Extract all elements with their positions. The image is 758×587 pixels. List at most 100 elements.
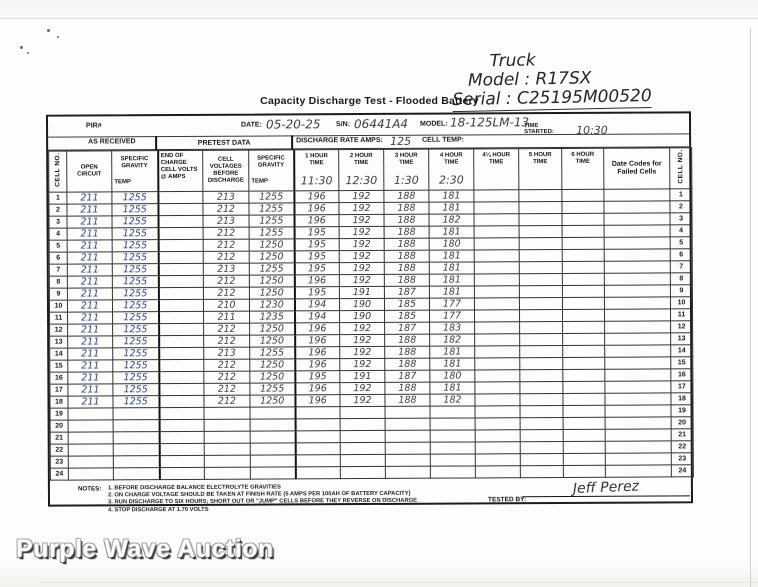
end-of-charge-value [157,203,204,216]
date-code-value [605,440,672,454]
specific-gravity-received-value [113,431,160,444]
cell-no-left: 18 [49,396,69,409]
hour-2-value: 192 [339,334,385,347]
end-of-charge-value [158,383,204,396]
specific-gravity-received-value: 1255 [112,371,159,384]
cell-no-right: 4 [670,224,693,237]
hour-1-value: 196 [294,346,340,359]
hour-4-value: 177 [429,297,475,311]
hour-2-value: 192 [338,190,384,203]
scan-edge-top [0,18,758,19]
date-code-value [605,416,672,430]
specific-gravity-pretest-value: 1255 [249,262,295,276]
hour-3-value: 187 [384,370,430,383]
cell-voltage-value [204,407,251,420]
hour-4-25-value [474,249,520,262]
hour-1-value [295,418,341,431]
specific-gravity-received-value: 1255 [111,191,158,204]
scan-edge-right [750,28,751,587]
end-of-charge-value [159,467,205,480]
hour-2-header: 2 HOUR TIME 12:30 [338,149,384,191]
hour-2-value: 192 [339,262,385,275]
cell-voltage-value: 212 [203,275,250,288]
model-value: 18-125LM-13 [449,115,530,130]
specific-gravity-pretest-value: 1250 [249,286,295,300]
hour-6-value [561,201,605,214]
specific-gravity-pretest-value: 1250 [249,394,296,408]
hour-3-value [385,466,431,479]
cell-no-right: 24 [671,464,694,477]
date-code-value [605,464,672,478]
end-of-charge-value [158,311,204,324]
cell-no-header-left: CELL NO. [48,151,67,193]
end-of-charge-value [158,227,204,240]
open-circuit-value [68,431,114,445]
hour-1-header: 1 HOUR TIME 11:30 [293,149,339,191]
speck [47,29,50,32]
date-code-value [603,188,670,202]
hour-5-value [519,381,563,394]
hour-1-value: 195 [294,238,340,251]
hour-6-value [563,417,606,430]
cell-no-right: 22 [671,440,694,453]
hour-4-header: 4 HOUR TIME 2:30 [428,148,474,191]
hour-4-value: 182 [429,213,475,227]
hour-3-value [385,442,431,455]
pir-label: PIR# [86,122,102,130]
open-circuit-value: 211 [67,335,113,349]
model-label: MODEL: [420,120,448,128]
hour-1-value: 196 [294,274,340,287]
hour-3-value: 185 [384,310,430,323]
cell-no-right: 8 [670,272,693,285]
hour-2-value [340,442,386,455]
hour-2-value [340,430,386,443]
speck [27,52,29,54]
date-code-value [604,320,671,334]
hour-3-value [385,406,431,419]
date-code-value [604,356,671,370]
cell-voltage-value [204,431,251,444]
scan-edge-bottom [40,582,758,583]
hour-3-value [385,430,431,443]
specific-gravity-pretest-value: 1250 [249,370,295,384]
hour-2-value: 192 [339,226,385,239]
hour-6-header: 6 HOUR TIME [561,148,604,190]
hour-4-25-value [474,333,520,346]
specific-gravity-pretest-value: 1250 [249,238,295,252]
specific-gravity-received-header: SPECIFIC GRAVITY TEMP [111,150,158,192]
hour-2-value: 192 [339,382,385,395]
cell-voltage-value: 212 [203,323,250,336]
cell-no-right: 13 [670,332,693,345]
specific-gravity-received-value: 1255 [112,359,159,372]
cell-no-left: 14 [49,348,68,361]
open-circuit-value [68,455,114,469]
open-circuit-value: 211 [67,287,113,301]
specific-gravity-received-value [113,407,160,420]
open-circuit-value: 211 [67,227,113,241]
end-of-charge-header: END OF CHARGE CELL VOLTS @ AMPS [157,150,203,192]
hour-5-value [518,189,562,202]
cell-no-right: 9 [670,284,693,297]
hour-2-value [340,466,386,479]
cell-temp-label: CELL TEMP: [422,136,465,144]
cell-no-right: 5 [670,236,693,249]
hour-1-value: 194 [294,298,340,311]
hour-4-value: 180 [429,237,475,251]
hour-4-value: 180 [429,369,475,383]
hour-4-time: 2:30 [438,173,464,187]
end-of-charge-value [158,395,205,408]
hour-6-value [563,441,606,454]
hour-6-value [562,225,605,238]
notes-list: 1. BEFORE DISCHARGE BALANCE ELECTROLYTE … [108,484,417,514]
specific-gravity-received-value: 1255 [112,311,159,324]
hour-4-25-value [475,453,521,466]
hour-3-value: 188 [384,382,430,395]
hour-2-value: 192 [339,322,385,335]
hour-2-value: 190 [339,298,385,311]
end-of-charge-value [159,443,205,456]
hour-2-value: 192 [339,346,385,359]
open-circuit-value: 211 [67,383,113,397]
cell-no-left: 9 [49,288,68,301]
hour-4-value: 181 [428,201,475,215]
cell-no-left: 6 [49,252,68,265]
